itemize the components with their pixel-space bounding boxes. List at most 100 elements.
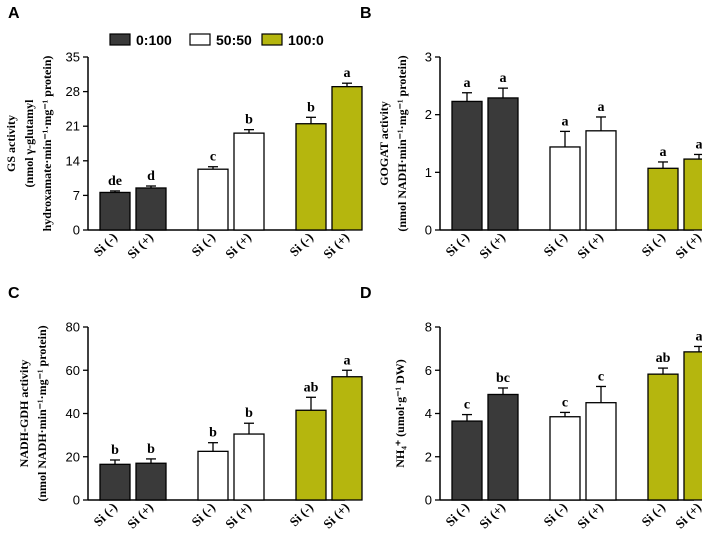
y-axis-label-a: GS activity <box>4 115 18 172</box>
panel-b-chart: 0 1 2 3 GOGAT activity (nmol NADH·min⁻¹·mg⁻¹ … <box>377 50 702 262</box>
significance-label-a: a <box>344 66 351 81</box>
panel-c-chart: 0 20 40 60 80 NADH-GDH activity (nmol NADH·min… <box>17 320 363 532</box>
bar-b <box>647 167 679 231</box>
bar-b <box>487 97 519 231</box>
panel-label-d: D <box>360 285 372 302</box>
bar-b <box>549 146 581 231</box>
significance-label-d: ab <box>656 351 671 366</box>
y-tick-label-c: 40 <box>66 406 80 421</box>
bar-c <box>233 433 265 501</box>
bar-a <box>99 191 131 231</box>
bar-d <box>487 393 519 501</box>
bar-d <box>647 373 679 501</box>
significance-label-c: b <box>111 443 119 458</box>
y-tick-label-d: 0 <box>425 493 432 508</box>
y-axis-label-d: NH₄⁺ (umol·g⁻¹ DW) <box>393 359 407 468</box>
legend-swatch-50-50 <box>189 33 211 46</box>
y-axis-label-c: (nmol NADH·min⁻¹·mg⁻¹ protein) <box>35 325 49 501</box>
panel-label-c: C <box>8 285 20 302</box>
category-label-a: Si (+) <box>320 230 352 262</box>
category-label-d: Si (+) <box>574 500 606 532</box>
significance-label-d: bc <box>496 371 510 386</box>
category-label-d: Si (+) <box>672 500 702 532</box>
panel-a-chart: 0 7 14 21 28 35 GS activity (nmol γ-glutamyl hyd… <box>4 50 363 262</box>
category-label-a: Si (+) <box>222 230 254 262</box>
y-tick-label-d: 6 <box>425 363 432 378</box>
category-label-a: Si (-) <box>90 230 120 260</box>
y-axis-label-a: (nmol γ-glutamyl <box>22 99 36 188</box>
y-tick-label-a: 21 <box>66 119 80 134</box>
legend: 0:100 50:50 100:0 <box>109 32 324 48</box>
y-tick-label-b: 2 <box>425 107 432 122</box>
bar-c <box>295 409 327 501</box>
legend-swatch-0-100 <box>109 33 131 46</box>
y-axis-label-a: hydroxamate·min⁻¹·mg⁻¹ protein) <box>40 56 54 232</box>
category-label-d: Si (+) <box>476 500 508 532</box>
legend-label-0-100: 0:100 <box>136 32 172 48</box>
category-label-b: Si (-) <box>442 230 472 260</box>
y-tick-label-d: 4 <box>425 406 432 421</box>
category-label-c: Si (-) <box>90 500 120 530</box>
bar-b <box>683 158 702 231</box>
significance-label-c: b <box>245 406 253 421</box>
legend-label-50-50: 50:50 <box>216 32 252 48</box>
bar-a <box>295 123 327 231</box>
legend-label-100-0: 100:0 <box>288 32 324 48</box>
y-tick-label-d: 2 <box>425 449 432 464</box>
bar-c <box>99 463 131 501</box>
y-tick-label-c: 60 <box>66 363 80 378</box>
significance-label-d: c <box>562 395 568 410</box>
significance-label-a: b <box>307 100 315 115</box>
significance-label-a: c <box>210 150 216 165</box>
y-tick-label-a: 7 <box>73 188 80 203</box>
y-tick-label-a: 35 <box>66 50 80 65</box>
bar-b <box>585 130 617 231</box>
panel-label-a: A <box>8 5 20 22</box>
significance-label-a: d <box>147 169 155 184</box>
category-label-b: Si (-) <box>638 230 668 260</box>
category-label-c: Si (-) <box>188 500 218 530</box>
category-label-c: Si (+) <box>320 500 352 532</box>
bar-d <box>549 416 581 501</box>
y-tick-label-a: 14 <box>66 153 80 168</box>
bar-c <box>135 462 167 501</box>
significance-label-c: b <box>209 426 217 441</box>
bar-c <box>331 376 363 501</box>
significance-label-b: a <box>598 100 605 115</box>
bar-a <box>135 187 167 231</box>
category-label-b: Si (+) <box>476 230 508 262</box>
y-tick-label-c: 0 <box>73 493 80 508</box>
significance-label-d: c <box>464 398 470 413</box>
significance-label-c: a <box>344 353 351 368</box>
category-label-c: Si (+) <box>222 500 254 532</box>
category-label-b: Si (+) <box>672 230 702 262</box>
bar-c <box>197 450 229 501</box>
y-tick-label-b: 1 <box>425 165 432 180</box>
significance-label-b: a <box>464 76 471 91</box>
panel-d-chart: 0 2 4 6 8 NH₄⁺ (umol·g⁻¹ DW) c Si (-) bc Si (+) c S… <box>393 320 702 532</box>
significance-label-a: de <box>108 174 122 189</box>
category-label-c: Si (-) <box>286 500 316 530</box>
category-label-d: Si (-) <box>638 500 668 530</box>
y-axis-label-b: (nmol NADH·min⁻¹·mg⁻¹ protein) <box>395 55 409 231</box>
bar-d <box>585 402 617 501</box>
category-label-b: Si (-) <box>540 230 570 260</box>
significance-label-b: a <box>660 145 667 160</box>
legend-swatch-100-0 <box>261 33 283 46</box>
y-axis-label-b: GOGAT activity <box>377 101 391 186</box>
y-tick-label-c: 80 <box>66 320 80 335</box>
y-tick-label-b: 0 <box>425 223 432 238</box>
category-label-b: Si (+) <box>574 230 606 262</box>
significance-label-b: a <box>500 71 507 86</box>
significance-label-b: a <box>696 137 702 152</box>
bar-a <box>331 86 363 231</box>
y-tick-label-d: 8 <box>425 320 432 335</box>
y-tick-label-a: 28 <box>66 84 80 99</box>
significance-label-d: c <box>598 369 604 384</box>
panel-label-b: B <box>360 5 372 22</box>
category-label-a: Si (-) <box>286 230 316 260</box>
y-tick-label-c: 20 <box>66 449 80 464</box>
y-axis-label-c: NADH-GDH activity <box>17 360 31 468</box>
category-label-d: Si (-) <box>540 500 570 530</box>
